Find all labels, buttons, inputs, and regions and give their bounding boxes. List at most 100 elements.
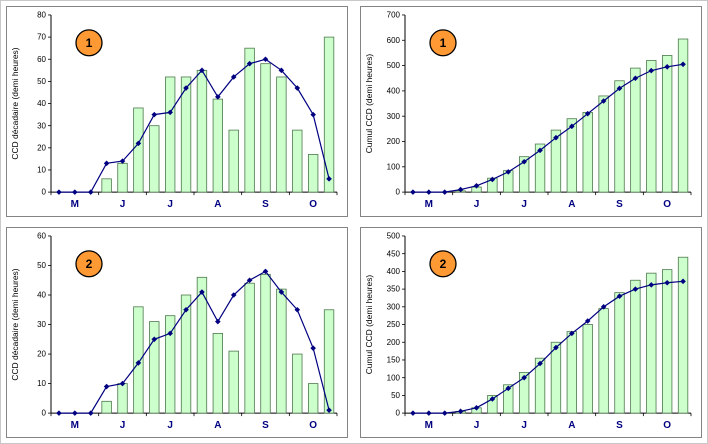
bar	[228, 129, 239, 193]
marker-diamond	[230, 74, 237, 80]
marker-diamond	[584, 110, 591, 117]
y-tick-label: 0	[396, 188, 401, 197]
marker-diamond	[167, 330, 173, 337]
bar	[117, 162, 128, 193]
bar	[518, 371, 530, 414]
bar	[101, 400, 112, 414]
marker-diamond	[151, 111, 158, 118]
bar	[646, 60, 657, 193]
marker-diamond	[410, 189, 416, 195]
marker-diamond	[119, 380, 126, 387]
marker-diamond	[553, 134, 559, 141]
y-tick-label: 300	[387, 302, 401, 311]
bar	[598, 308, 609, 414]
marker-diamond	[664, 64, 670, 70]
y-tick-label: 600	[387, 36, 401, 45]
y-tick-label: 60	[37, 232, 46, 241]
marker-diamond	[600, 304, 607, 310]
bar	[661, 55, 673, 193]
y-tick-label: 100	[387, 162, 401, 171]
bar	[292, 353, 303, 414]
marker-diamond	[119, 158, 126, 164]
bar	[260, 63, 271, 193]
chart-decadaire-1: CCD décadaire (demi heures) 0 10 20 30 40 50 60…	[10, 11, 338, 210]
x-tick-label: M	[71, 420, 79, 431]
marker-diamond	[215, 318, 221, 325]
marker-diamond	[632, 75, 639, 82]
marker-diamond	[426, 189, 432, 195]
marker-diamond	[457, 408, 464, 415]
badge-number: 1	[440, 36, 447, 50]
marker-diamond	[569, 330, 575, 337]
x-tick-label: J	[167, 420, 173, 431]
marker-diamond	[426, 410, 432, 416]
bar	[164, 315, 176, 414]
marker-diamond	[215, 94, 221, 100]
y-tick-label: 50	[37, 77, 46, 86]
x-tick-label: J	[474, 199, 480, 210]
marker-diamond	[553, 344, 559, 351]
marker-diamond	[167, 109, 173, 116]
y-tick-label: 80	[37, 11, 46, 20]
bar	[117, 383, 128, 414]
marker-diamond	[648, 282, 655, 288]
bar	[133, 107, 144, 193]
marker-diamond	[246, 60, 253, 67]
y-tick-label: 50	[391, 391, 400, 400]
marker-diamond	[199, 67, 205, 74]
y-tick-label: 200	[387, 338, 401, 347]
y-tick-label: 250	[387, 320, 401, 329]
chart-panel-top-left: CCD décadaire (demi heures) 0 10 20 30 40 50 60…	[6, 6, 348, 217]
marker-diamond	[410, 410, 416, 416]
bar	[677, 256, 689, 414]
bar	[276, 76, 287, 193]
y-tick-label: 450	[387, 249, 401, 258]
marker-diamond	[505, 169, 512, 175]
x-tick-label: O	[663, 199, 671, 210]
marker-diamond	[600, 98, 607, 104]
marker-diamond	[294, 85, 301, 91]
marker-diamond	[262, 268, 269, 275]
y-tick-label: 100	[387, 373, 401, 382]
chart-decadaire-2: CCD décadaire (demi heures) 0 10 20 30 40 50 60…	[10, 232, 338, 431]
marker-diamond	[632, 286, 639, 292]
marker-diamond	[310, 345, 316, 351]
marker-diamond	[278, 289, 285, 295]
bar	[180, 294, 192, 414]
bar	[149, 321, 160, 414]
bar	[180, 76, 192, 193]
bar	[307, 154, 319, 193]
y-tick-label: 400	[387, 267, 401, 276]
y-tick-label: 0	[42, 409, 47, 418]
x-tick-label: M	[71, 199, 79, 210]
marker-diamond	[310, 111, 316, 118]
line-series	[58, 270, 330, 414]
marker-diamond	[72, 410, 78, 416]
bar	[212, 98, 223, 193]
marker-diamond	[521, 158, 527, 165]
marker-diamond	[441, 189, 448, 195]
x-tick-label: S	[616, 420, 623, 431]
y-axis-title: CCD décadaire (demi heures)	[10, 268, 20, 380]
y-tick-label: 40	[37, 291, 46, 300]
x-tick-label: S	[262, 420, 269, 431]
bar	[582, 111, 593, 193]
chart-cumul-2: Cumul CCD (demi heures) 0 50 100 150 200 250 30…	[364, 232, 692, 431]
marker-diamond	[326, 407, 332, 413]
marker-diamond	[135, 140, 142, 147]
chart-panel-bottom-right: Cumul CCD (demi heures) 0 50 100 150 200 250 30…	[360, 227, 702, 438]
x-tick-label: O	[309, 420, 317, 431]
y-tick-label: 700	[387, 11, 401, 20]
badge-number: 2	[86, 257, 93, 271]
bar	[646, 272, 657, 414]
marker-diamond	[72, 189, 78, 195]
bar	[260, 273, 271, 414]
bar	[677, 38, 689, 193]
y-tick-label: 10	[37, 166, 46, 175]
marker-diamond	[680, 278, 686, 285]
bar	[276, 288, 287, 414]
bar	[614, 80, 625, 193]
bar	[503, 384, 514, 414]
x-tick-label: M	[425, 199, 433, 210]
y-tick-label: 60	[37, 55, 46, 64]
